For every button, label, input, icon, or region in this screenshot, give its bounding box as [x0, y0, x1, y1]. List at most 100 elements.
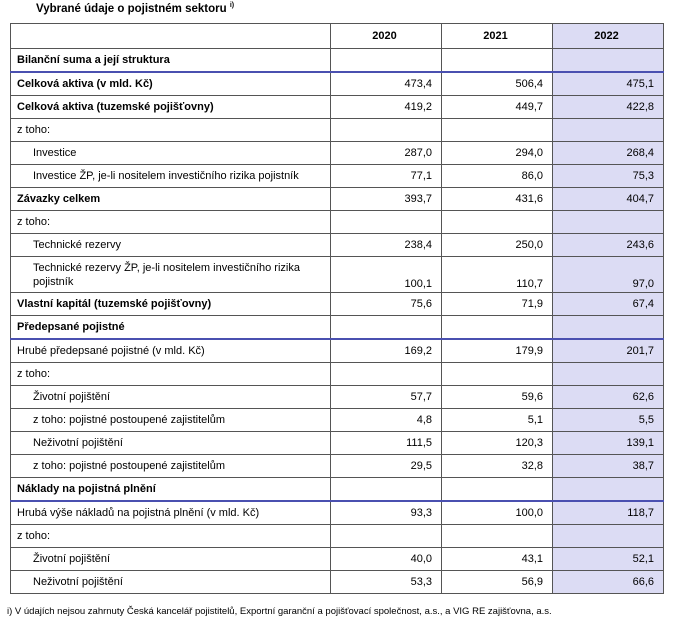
row-label: Celková aktiva (tuzemské pojišťovny)	[10, 95, 331, 119]
table-row: Závazky celkem 393,7 431,6 404,7	[10, 187, 664, 211]
table-row: Vlastní kapitál (tuzemské pojišťovny) 75…	[10, 292, 664, 316]
header-label-cell	[10, 23, 331, 49]
value-2020	[330, 315, 442, 340]
value-2022: 75,3	[552, 164, 664, 188]
value-2021: 449,7	[441, 95, 553, 119]
value-2022: 52,1	[552, 547, 664, 571]
value-2020	[330, 477, 442, 502]
row-label: z toho:	[10, 118, 331, 142]
title-footnote-marker: i)	[229, 2, 235, 9]
value-2020	[330, 48, 442, 73]
value-2020: 77,1	[330, 164, 442, 188]
table-row: Neživotní pojištění 53,3 56,9 66,6	[10, 570, 664, 594]
table-row: Životní pojištění 57,7 59,6 62,6	[10, 385, 664, 409]
value-2021: 431,6	[441, 187, 553, 211]
row-label: z toho:	[10, 362, 331, 386]
insurance-data-table: 2020 2021 2022 Bilanční suma a její stru…	[10, 23, 664, 594]
table-row: Technické rezervy ŽP, je-li nositelem in…	[10, 256, 664, 293]
table-title-text: Vybrané údaje o pojistném sektoru	[36, 2, 227, 15]
value-2022	[552, 48, 664, 73]
row-label: Životní pojištění	[10, 385, 331, 409]
table-row: z toho:	[10, 118, 664, 142]
value-2021: 5,1	[441, 408, 553, 432]
value-2021: 506,4	[441, 71, 553, 96]
value-2020: 57,7	[330, 385, 442, 409]
header-2020: 2020	[330, 23, 442, 49]
table-row: z toho: pojistné postoupené zajistitelům…	[10, 454, 664, 478]
table-row: z toho: pojistné postoupené zajistitelům…	[10, 408, 664, 432]
value-2021: 110,7	[441, 256, 553, 293]
row-label: z toho: pojistné postoupené zajistitelům	[10, 454, 331, 478]
table-row: z toho:	[10, 210, 664, 234]
value-2021	[441, 524, 553, 548]
value-2022: 5,5	[552, 408, 664, 432]
value-2021: 179,9	[441, 338, 553, 363]
row-label: z toho: pojistné postoupené zajistitelům	[10, 408, 331, 432]
header-row: 2020 2021 2022	[10, 23, 664, 49]
value-2020: 75,6	[330, 292, 442, 316]
row-label: Celková aktiva (v mld. Kč)	[10, 71, 331, 96]
value-2021: 43,1	[441, 547, 553, 571]
value-2021: 120,3	[441, 431, 553, 455]
value-2020	[330, 210, 442, 234]
table-row: Celková aktiva (tuzemské pojišťovny) 419…	[10, 95, 664, 119]
value-2020	[330, 524, 442, 548]
value-2020: 93,3	[330, 500, 442, 525]
value-2022: 201,7	[552, 338, 664, 363]
value-2021	[441, 118, 553, 142]
value-2020: 100,1	[330, 256, 442, 293]
value-2021	[441, 210, 553, 234]
table-row: z toho:	[10, 362, 664, 386]
value-2020: 287,0	[330, 141, 442, 165]
table-row: Technické rezervy 238,4 250,0 243,6	[10, 233, 664, 257]
row-label: Neživotní pojištění	[10, 570, 331, 594]
section-row: Náklady na pojistná plnění	[10, 477, 664, 502]
value-2020: 4,8	[330, 408, 442, 432]
value-2020: 53,3	[330, 570, 442, 594]
value-2021	[441, 48, 553, 73]
value-2022	[552, 315, 664, 340]
table-title: Vybrané údaje o pojistném sektoru i)	[36, 2, 234, 15]
value-2021	[441, 362, 553, 386]
value-2022: 38,7	[552, 454, 664, 478]
value-2020: 40,0	[330, 547, 442, 571]
value-2020: 238,4	[330, 233, 442, 257]
value-2022: 62,6	[552, 385, 664, 409]
value-2022: 66,6	[552, 570, 664, 594]
value-2020: 419,2	[330, 95, 442, 119]
row-label: Životní pojištění	[10, 547, 331, 571]
table-row: Investice ŽP, je-li nositelem investiční…	[10, 164, 664, 188]
row-label: Investice ŽP, je-li nositelem investiční…	[10, 164, 331, 188]
row-label: Hrubá výše nákladů na pojistná plnění (v…	[10, 500, 331, 525]
value-2022: 97,0	[552, 256, 664, 293]
value-2021: 294,0	[441, 141, 553, 165]
row-label: Neživotní pojištění	[10, 431, 331, 455]
table-row: Životní pojištění 40,0 43,1 52,1	[10, 547, 664, 571]
section-row: Bilanční suma a její struktura	[10, 48, 664, 73]
row-label: Bilanční suma a její struktura	[10, 48, 331, 73]
value-2020: 169,2	[330, 338, 442, 363]
section-row: Předepsané pojistné	[10, 315, 664, 340]
row-label: Vlastní kapitál (tuzemské pojišťovny)	[10, 292, 331, 316]
value-2020: 393,7	[330, 187, 442, 211]
value-2020: 473,4	[330, 71, 442, 96]
table-row: Investice 287,0 294,0 268,4	[10, 141, 664, 165]
value-2021: 86,0	[441, 164, 553, 188]
row-label: Hrubé předepsané pojistné (v mld. Kč)	[10, 338, 331, 363]
row-label: Závazky celkem	[10, 187, 331, 211]
footnote: i) V údajích nejsou zahrnuty Česká kance…	[7, 606, 552, 617]
value-2021: 71,9	[441, 292, 553, 316]
value-2022: 475,1	[552, 71, 664, 96]
value-2021: 250,0	[441, 233, 553, 257]
value-2020	[330, 118, 442, 142]
row-label: Investice	[10, 141, 331, 165]
row-label: Technické rezervy ŽP, je-li nositelem in…	[10, 256, 331, 293]
table-row: z toho:	[10, 524, 664, 548]
value-2020: 111,5	[330, 431, 442, 455]
value-2022	[552, 362, 664, 386]
value-2022: 422,8	[552, 95, 664, 119]
value-2022	[552, 210, 664, 234]
row-label: Předepsané pojistné	[10, 315, 331, 340]
header-2022: 2022	[552, 23, 664, 49]
value-2020	[330, 362, 442, 386]
